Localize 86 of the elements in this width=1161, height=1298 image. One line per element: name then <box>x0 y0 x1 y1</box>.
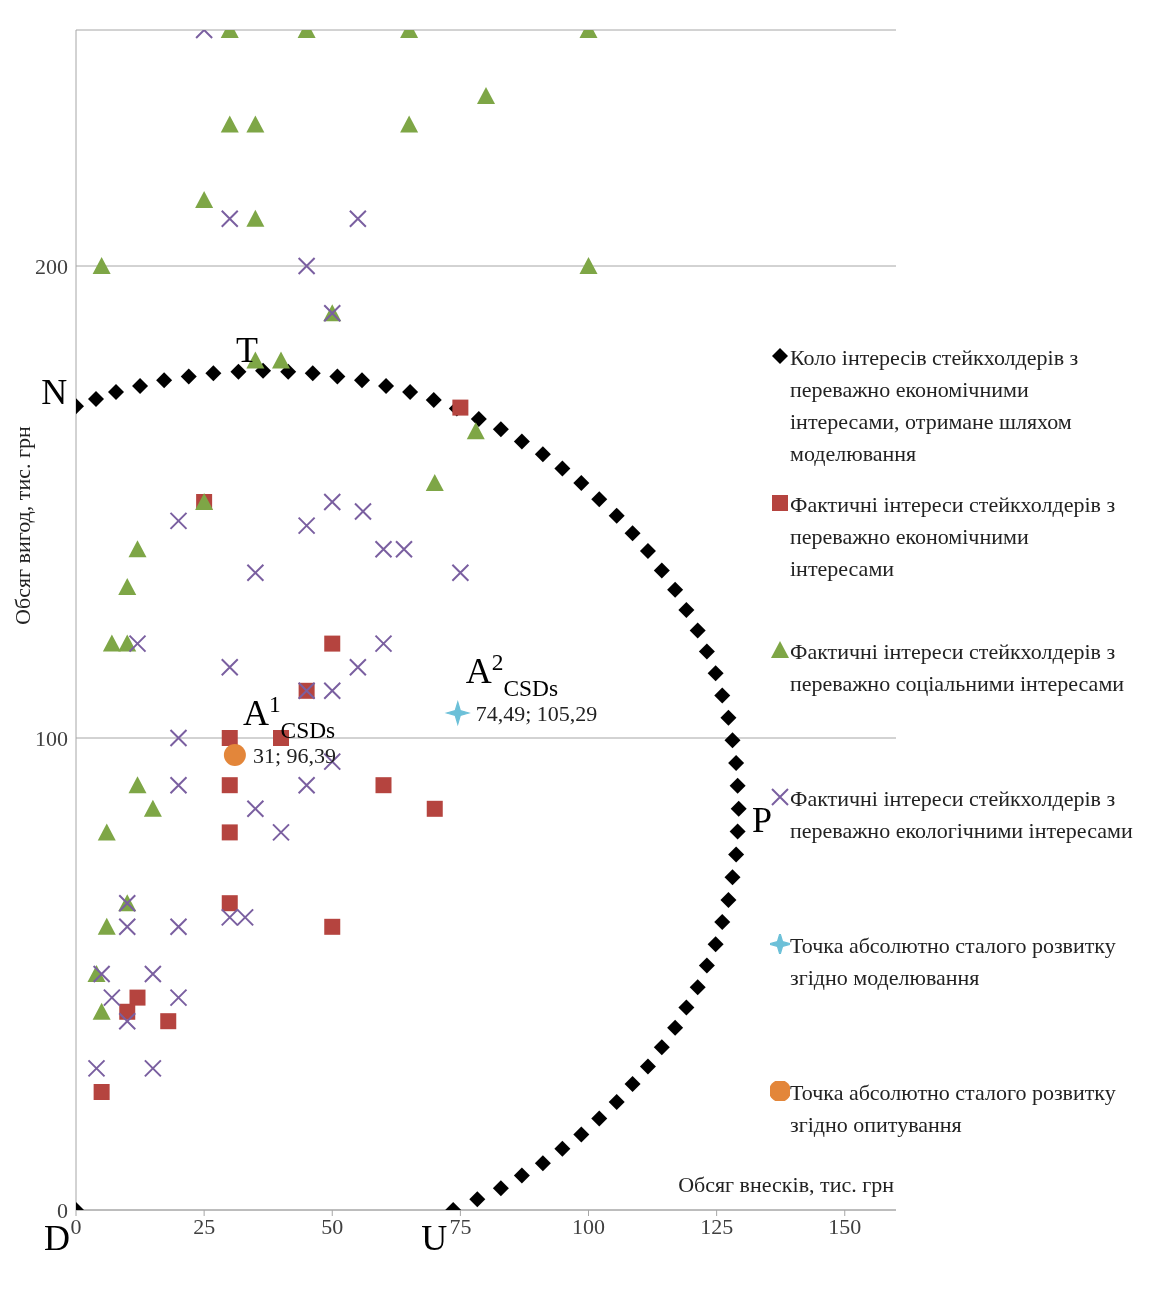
point <box>354 502 372 521</box>
x-tick-label: 150 <box>828 1213 862 1239</box>
point <box>221 730 238 746</box>
annotation: T <box>235 330 258 371</box>
point <box>466 422 485 440</box>
point <box>102 634 121 652</box>
point <box>425 474 444 492</box>
legend-label: Фактичні інтереси стейкхолдерів з переважно екологічними інтересами <box>790 785 1134 845</box>
annotation: N <box>41 371 68 412</box>
point <box>118 634 137 652</box>
point <box>92 965 111 983</box>
point <box>128 634 147 653</box>
y-axis-title: Обсяг вигод, тис. грн <box>10 426 35 625</box>
point <box>220 658 239 677</box>
point <box>297 257 316 275</box>
point <box>128 776 147 794</box>
annotation: P <box>752 800 773 841</box>
data-label: 31; 96,39 <box>252 743 336 769</box>
point <box>118 1012 137 1031</box>
point <box>160 1013 177 1030</box>
point <box>400 115 419 133</box>
point <box>297 516 316 535</box>
point <box>93 1084 110 1100</box>
point <box>323 493 342 511</box>
point <box>246 799 265 818</box>
point <box>221 777 238 794</box>
point <box>297 776 316 795</box>
point <box>451 563 470 582</box>
point <box>97 823 116 841</box>
point <box>92 257 111 274</box>
legend-label: Точка абсолютно сталого розвитку згідно моделювання <box>790 932 1117 992</box>
point <box>246 209 265 227</box>
point <box>92 1002 111 1020</box>
x-tick-label: 125 <box>700 1213 734 1239</box>
point <box>324 635 341 652</box>
point <box>169 776 188 795</box>
point <box>395 540 413 559</box>
legend-label: Коло інтересів стейкхолдерів з переважно економічними інтересами, отримане шляхом моделювання <box>790 344 1080 468</box>
legend-label: Фактичні інтереси стейкхолдерів з переважно соціальними інтересами <box>790 638 1126 698</box>
y-tick-label: 100 <box>35 725 68 751</box>
point <box>118 577 137 595</box>
point <box>118 917 137 936</box>
point <box>97 917 116 935</box>
point <box>169 988 188 1007</box>
point <box>452 399 469 416</box>
point <box>477 87 495 105</box>
point <box>143 799 162 817</box>
data-label: 74,49; 105,29 <box>475 701 598 727</box>
point <box>246 563 265 582</box>
point <box>348 658 367 677</box>
point <box>223 744 246 767</box>
point <box>220 209 239 228</box>
point <box>169 729 188 747</box>
point <box>128 540 147 558</box>
point <box>426 800 443 817</box>
point <box>143 1059 162 1078</box>
point <box>324 918 341 935</box>
point <box>129 989 146 1006</box>
point <box>169 511 188 530</box>
point <box>169 917 188 936</box>
point <box>579 257 598 274</box>
point <box>348 209 367 228</box>
point <box>272 823 290 842</box>
y-tick-label: 200 <box>35 253 68 279</box>
x-tick-label: 50 <box>321 1213 344 1239</box>
point <box>195 190 214 208</box>
point <box>374 540 393 559</box>
x-tick-label: 100 <box>572 1213 605 1239</box>
legend-label: Фактичні інтереси стейкхолдерів з переважно економічними інтересами <box>790 491 1117 583</box>
point <box>143 965 162 983</box>
point <box>102 988 121 1007</box>
x-tick-label: 75 <box>449 1213 472 1239</box>
annotation: U <box>421 1218 448 1258</box>
point <box>374 634 393 653</box>
point <box>87 1059 106 1078</box>
point <box>246 115 265 133</box>
point <box>375 777 392 794</box>
x-tick-label: 25 <box>193 1213 216 1239</box>
point <box>272 351 290 369</box>
point <box>220 115 239 133</box>
point <box>323 681 342 700</box>
x-axis-title: Обсяг внесків, тис. грн <box>678 1172 895 1197</box>
point <box>221 895 238 912</box>
point <box>446 701 470 725</box>
legend-label: Точка абсолютно сталого розвитку згідно опитування <box>790 1079 1117 1139</box>
point <box>221 824 238 841</box>
